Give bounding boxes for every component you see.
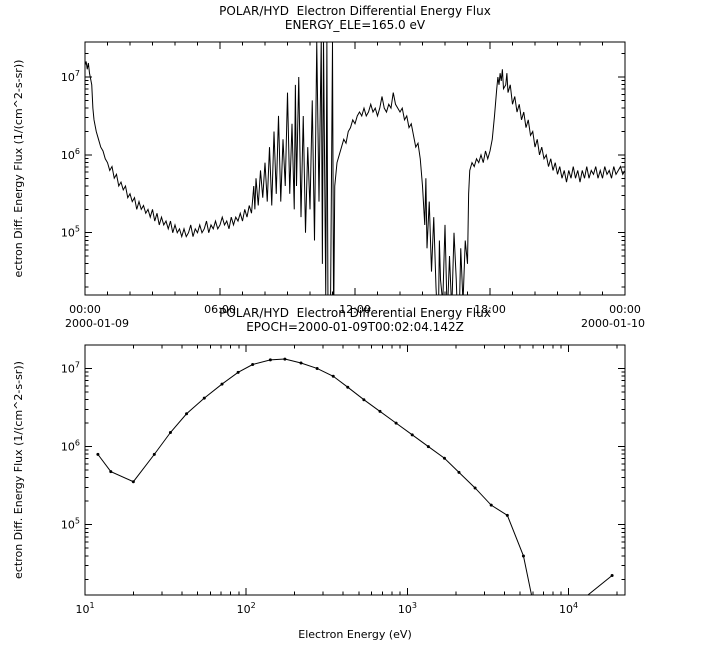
time-tick-label: 06:00 [204, 303, 236, 316]
spectrum-x-axis-label: Electron Energy (eV) [298, 628, 412, 641]
log-tick-label: 103 [398, 601, 417, 616]
electron-energy-spectrum-point [346, 385, 350, 389]
electron-energy-spectrum-point [236, 370, 240, 374]
electron-energy-spectrum-point [378, 409, 382, 413]
electron-energy-spectrum-point [220, 382, 224, 386]
time-tick-label: 00:00 [69, 303, 101, 316]
log-tick-label: 104 [559, 601, 578, 616]
electron-energy-spectrum-point [442, 456, 446, 460]
plot-frame [84, 41, 626, 296]
log-tick-label: 101 [75, 601, 94, 616]
date-label: 2000-01-09 [65, 317, 129, 330]
electron-energy-spectrum-point [473, 486, 477, 490]
log-tick-label: 105 [61, 225, 80, 240]
log-tick-label: 107 [61, 69, 80, 84]
spectrum-chart-subtitle: EPOCH=2000-01-09T00:02:04.142Z [246, 320, 464, 334]
electron-energy-spectrum-point [152, 452, 156, 456]
electron-energy-spectrum-point [610, 573, 614, 577]
date-label: 2000-01-10 [581, 317, 645, 330]
electron-energy-spectrum-point [268, 358, 272, 362]
electron-energy-spectrum-point [299, 361, 303, 365]
log-tick-label: 105 [61, 517, 80, 532]
electron-energy-spectrum-point [202, 396, 206, 400]
electron-energy-spectrum-point [251, 363, 255, 367]
electron-energy-spectrum-point [168, 431, 172, 434]
log-tick-label: 106 [61, 147, 80, 162]
spectrum-plot: 105 106 107 101 102 103 104 [61, 344, 626, 616]
electron-energy-spectrum-point [489, 503, 493, 507]
electron-energy-spectrum-line [97, 358, 613, 595]
electron-energy-spectrum-point [457, 470, 461, 474]
electron-energy-spectrum-point [394, 421, 398, 425]
time-tick-label: 18:00 [474, 303, 506, 316]
electron-energy-spectrum-point [96, 452, 100, 456]
time-tick-label: 12:00 [339, 303, 371, 316]
log-tick-label: 106 [61, 439, 80, 454]
electron-energy-spectrum-point [283, 357, 287, 361]
timeseries-chart-subtitle: ENERGY_ELE=165.0 eV [284, 18, 426, 32]
electron-energy-spectrum-point [426, 445, 430, 449]
electron-energy-spectrum-point [521, 554, 525, 558]
time-tick-label: 00:00 [609, 303, 641, 316]
electron-energy-spectrum-point [131, 480, 135, 484]
electron-flux-timeseries-line [85, 42, 625, 295]
spectrum-chart-title: POLAR/HYD Electron Differential Energy F… [219, 306, 491, 320]
electron-energy-spectrum-point [331, 374, 335, 378]
electron-energy-spectrum-point [410, 433, 414, 437]
log-tick-label: 102 [237, 601, 256, 616]
electron-energy-spectrum-point [315, 366, 319, 370]
electron-energy-spectrum-point [185, 412, 189, 416]
timeseries-chart-title: POLAR/HYD Electron Differential Energy F… [219, 4, 491, 18]
electron-energy-spectrum-point [505, 513, 509, 517]
plot-frame [84, 344, 626, 596]
electron-energy-spectrum-point [362, 398, 366, 402]
electron-energy-spectrum-point [109, 470, 113, 474]
log-tick-label: 107 [61, 360, 80, 375]
